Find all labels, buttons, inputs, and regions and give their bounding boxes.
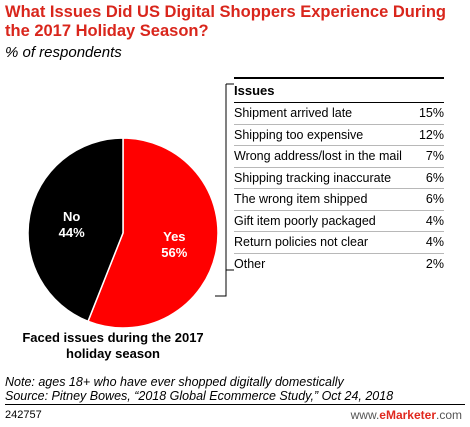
issue-value: 6%: [425, 192, 444, 206]
issue-value: 4%: [425, 235, 444, 249]
table-row: Gift item poorly packaged 4%: [234, 211, 444, 232]
connector-line: [215, 270, 227, 297]
table-row: Wrong address/lost in the mail 7%: [234, 146, 444, 168]
issue-value: 15%: [418, 106, 444, 120]
issue-label: Shipping too expensive: [234, 127, 364, 142]
pie-caption: Faced issues during the 2017 holiday sea…: [22, 330, 204, 361]
issue-value: 4%: [425, 213, 444, 228]
table-row: Shipping tracking inaccurate 6%: [234, 168, 444, 189]
issue-value: 12%: [418, 127, 444, 142]
issues-table-header: Issues: [234, 77, 444, 103]
issue-value: 7%: [425, 149, 444, 163]
brand-name: eMarketer: [379, 408, 436, 422]
brand-prefix: www.: [350, 408, 380, 422]
footer-divider: [5, 404, 465, 405]
chart-note: Note: ages 18+ who have ever shopped dig…: [5, 375, 393, 403]
table-row: Other 2%: [234, 254, 444, 275]
pie-value-no: 44%: [59, 225, 85, 240]
issue-label: Wrong address/lost in the mail: [234, 149, 402, 163]
brand-logo: www.eMarketer.com: [351, 408, 462, 422]
issue-label: Shipment arrived late: [234, 106, 353, 120]
source-text: Source: Pitney Bowes, “2018 Global Ecomm…: [5, 389, 394, 403]
issues-table: Issues Shipment arrived late 15% Shipping …: [234, 77, 444, 274]
table-row: Shipment arrived late 15%: [234, 103, 444, 125]
pie-label-yes: Yes: [163, 229, 185, 244]
pie-slice-no: [27, 137, 124, 323]
pie-slice-yes: [87, 137, 219, 329]
issue-label: Gift item poorly packaged: [234, 213, 376, 228]
issue-label: Shipping tracking inaccurate: [234, 170, 392, 185]
issue-value: 2%: [425, 256, 444, 271]
issue-label: The wrong item shipped: [234, 192, 368, 206]
pie-label-no: No: [63, 209, 80, 224]
issue-label: Return policies not clear: [234, 235, 369, 249]
note-text: Note: ages 18+ who have ever shopped dig…: [5, 375, 344, 389]
issue-value: 6%: [425, 170, 444, 185]
pie-value-yes: 56%: [161, 245, 187, 260]
issues-table-body: Shipment arrived late 15% Shipping too exp…: [234, 103, 444, 274]
chart-subtitle: % of respondents: [5, 44, 122, 61]
brand-suffix: .com: [435, 408, 462, 422]
table-row: The wrong item shipped 6%: [234, 189, 444, 211]
issue-label: Other: [234, 256, 266, 271]
chart-title: What Issues Did US Digital Shoppers Expe…: [5, 3, 447, 40]
table-row: Shipping too expensive 12%: [234, 125, 444, 146]
chart-id: 242757: [5, 409, 42, 421]
table-row: Return policies not clear 4%: [234, 232, 444, 254]
